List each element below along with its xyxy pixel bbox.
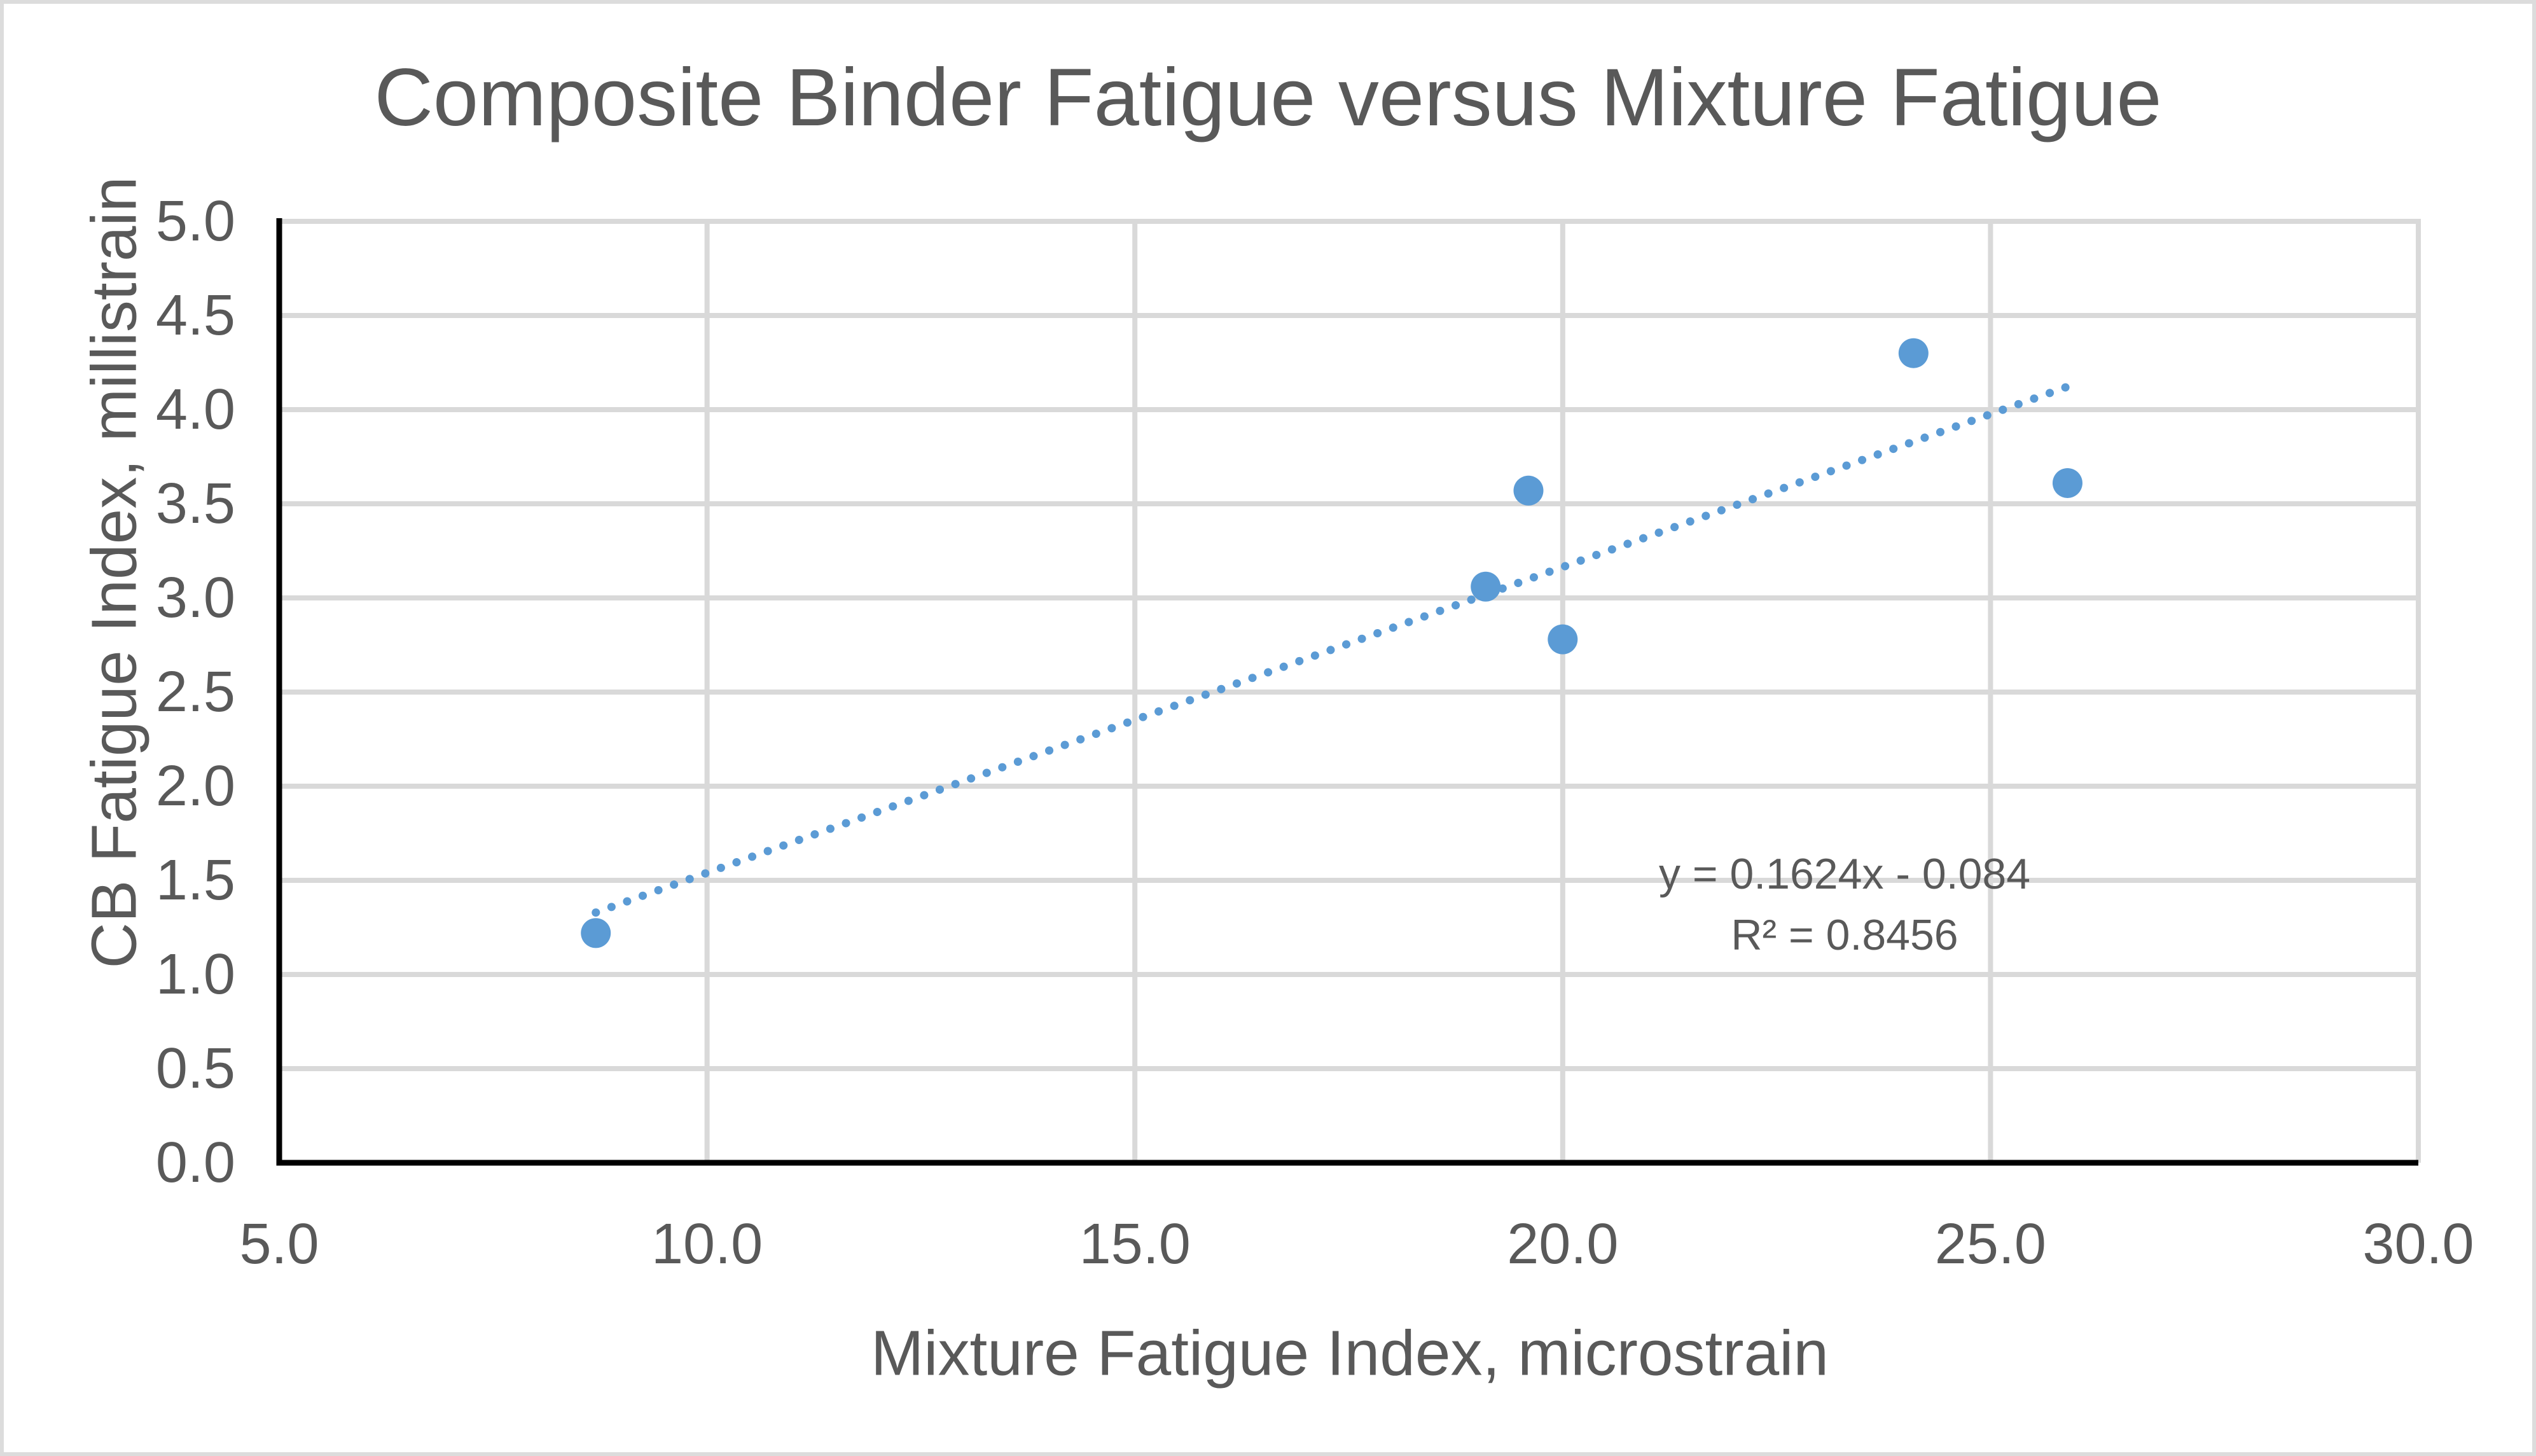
x-tick-label: 20.0	[1507, 1212, 1619, 1276]
x-tick-label: 15.0	[1079, 1212, 1191, 1276]
y-tick-label: 5.0	[155, 190, 235, 253]
data-point-marker	[1471, 571, 1501, 602]
y-tick-label: 0.0	[155, 1131, 235, 1195]
trendline-r-squared-label: R² = 0.8456	[1731, 911, 1958, 959]
data-point-marker	[2052, 468, 2082, 498]
data-point-marker	[1548, 624, 1578, 655]
x-axis-title: Mixture Fatigue Index, microstrain	[870, 1317, 1829, 1389]
y-axis-title: CB Fatigue Index, millistrain	[78, 176, 150, 969]
y-tick-label: 4.5	[155, 284, 235, 347]
trendline-dotted	[592, 382, 2072, 917]
data-point-marker	[1898, 338, 1929, 368]
data-point-marker	[1513, 475, 1544, 506]
y-tick-label: 0.5	[155, 1037, 235, 1100]
x-tick-label: 30.0	[2362, 1212, 2474, 1276]
trendline-annotation: y = 0.1624x - 0.084 R² = 0.8456	[1659, 843, 2030, 966]
y-tick-label: 1.5	[155, 849, 235, 912]
y-tick-label: 2.5	[155, 660, 235, 724]
y-tick-label: 4.0	[155, 378, 235, 441]
x-tick-label: 10.0	[651, 1212, 763, 1276]
trendline-equation-label: y = 0.1624x - 0.084	[1658, 850, 2031, 898]
data-point-marker	[581, 918, 611, 948]
y-tick-label: 3.5	[155, 472, 235, 536]
y-tick-label: 2.0	[155, 754, 235, 818]
y-tick-label: 1.0	[155, 943, 235, 1006]
x-tick-label: 25.0	[1934, 1212, 2046, 1276]
y-tick-label: 3.0	[155, 566, 235, 630]
x-tick-label: 5.0	[239, 1212, 319, 1276]
chart-title: Composite Binder Fatigue versus Mixture …	[374, 52, 2162, 143]
